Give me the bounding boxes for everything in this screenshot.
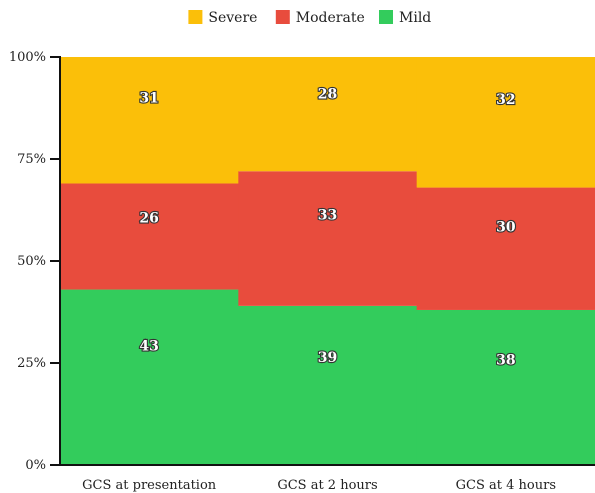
- bar-segment-severe-1: [238, 57, 418, 172]
- data-labels: 43 26 31 39 33 28 38 30 32: [138, 85, 517, 369]
- y-tick-label: 50%: [17, 254, 46, 269]
- data-label-moderate-2: 30: [496, 220, 516, 236]
- legend: Severe Moderate Mild: [188, 10, 431, 26]
- bar-segment-mild-1: [238, 305, 418, 465]
- x-tick-label: GCS at 4 hours: [456, 478, 556, 493]
- bar-segment-moderate-1: [238, 171, 418, 306]
- data-label-mild-1: 39: [318, 350, 337, 366]
- legend-label-severe: Severe: [208, 10, 257, 26]
- x-tick-label: GCS at 2 hours: [277, 478, 377, 493]
- x-tick-label: GCS at presentation: [82, 478, 217, 493]
- y-tick-label: 25%: [17, 356, 46, 371]
- legend-label-mild: Mild: [399, 10, 431, 26]
- bar-segment-severe-2: [416, 57, 595, 188]
- legend-swatch-mild: [379, 10, 393, 24]
- legend-swatch-moderate: [275, 10, 290, 24]
- y-tick-label: 0%: [25, 458, 46, 473]
- bar-segment-moderate-0: [60, 183, 239, 290]
- chart-bands: [60, 57, 595, 465]
- y-tick-label: 75%: [17, 152, 46, 167]
- data-label-mild-0: 43: [139, 339, 158, 355]
- y-axis: 0% 25% 50% 75% 100%: [9, 50, 61, 473]
- data-label-severe-1: 28: [318, 87, 337, 103]
- data-label-severe-0: 31: [139, 90, 158, 106]
- legend-swatch-severe: [188, 10, 203, 24]
- legend-label-moderate: Moderate: [296, 10, 365, 26]
- bar-segment-severe-0: [60, 57, 239, 184]
- bar-segment-moderate-2: [416, 187, 595, 310]
- y-tick-label: 100%: [9, 50, 46, 65]
- x-axis: GCS at presentation GCS at 2 hours GCS at …: [60, 464, 595, 493]
- bar-segment-mild-2: [416, 309, 595, 465]
- bar-segment-mild-0: [60, 289, 239, 465]
- data-label-moderate-0: 26: [139, 210, 158, 226]
- data-label-moderate-1: 33: [318, 207, 337, 223]
- data-label-severe-2: 32: [496, 92, 515, 108]
- data-label-mild-2: 38: [496, 353, 515, 369]
